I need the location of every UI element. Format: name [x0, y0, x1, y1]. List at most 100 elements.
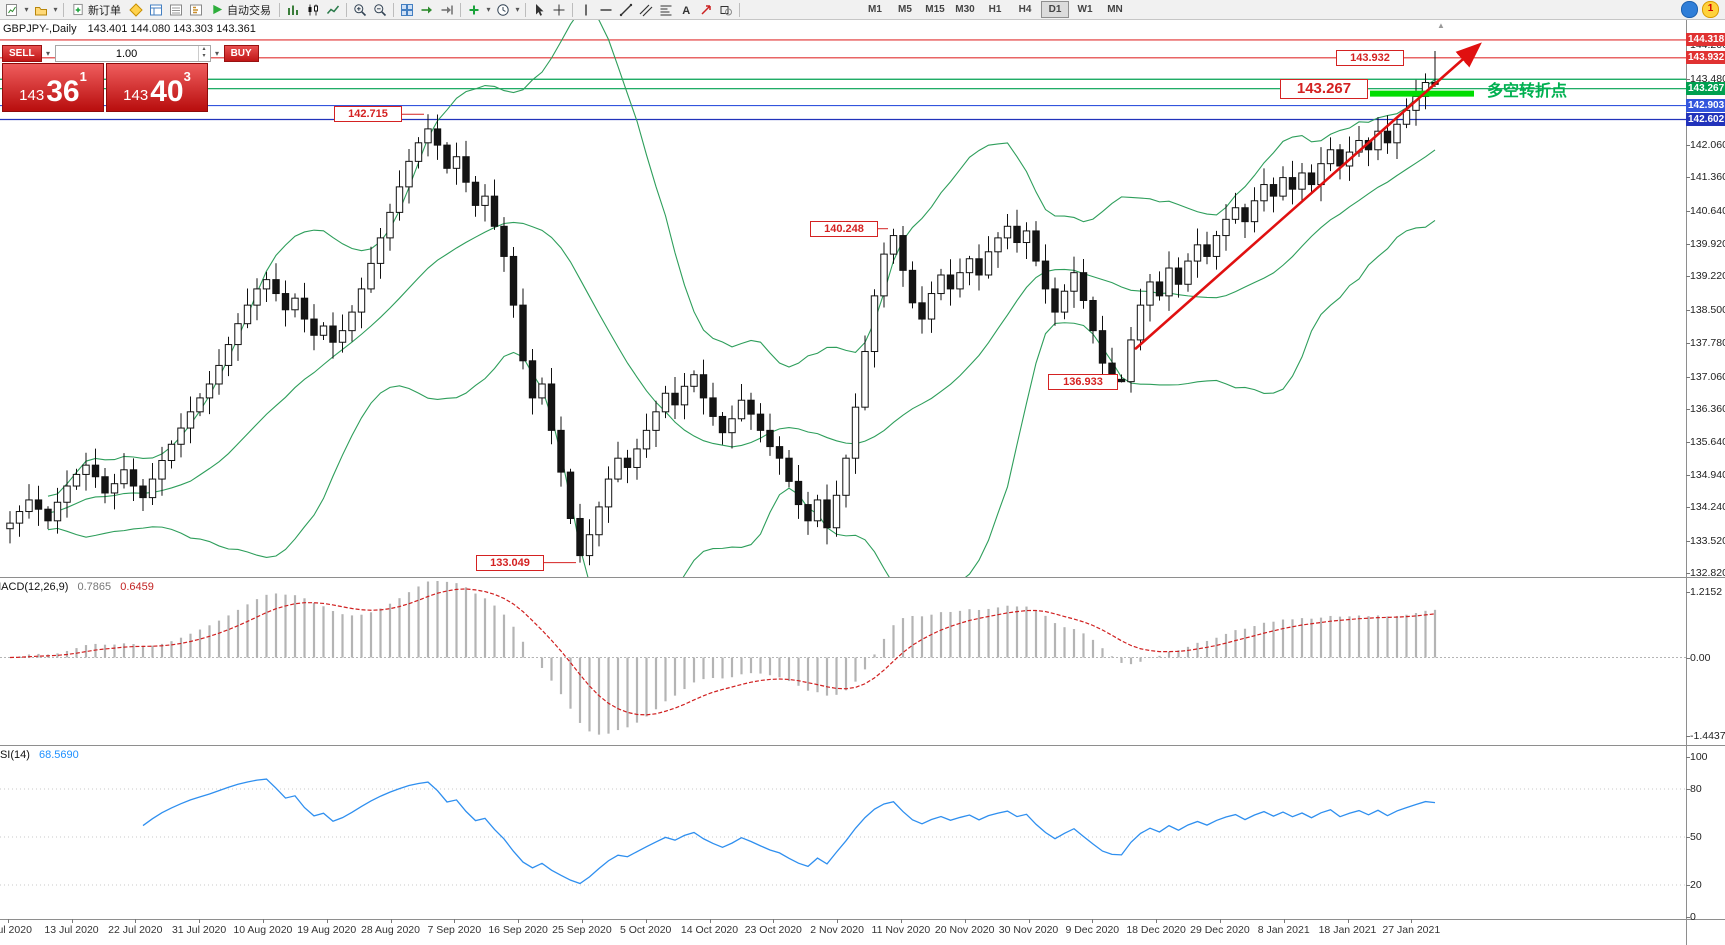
indicators-caret[interactable]: ▾ [486, 5, 491, 14]
new-chart-caret[interactable]: ▾ [24, 5, 29, 14]
auto-trading-label: 自动交易 [227, 4, 271, 17]
candlestick-chart-button[interactable] [303, 2, 323, 18]
timeframe-button-M5[interactable]: M5 [898, 4, 912, 15]
zoom-in-button[interactable] [350, 2, 370, 18]
data-window-button[interactable] [166, 2, 186, 18]
price-axis-tick [1686, 474, 1690, 476]
price-axis-tick [1686, 243, 1690, 245]
macd-pane[interactable] [0, 581, 1686, 735]
indicators-button[interactable] [464, 2, 484, 18]
price-annotation-140.248[interactable]: 140.248 [810, 220, 878, 237]
metaeditor-icon[interactable] [126, 2, 146, 18]
profiles-caret[interactable]: ▾ [53, 5, 58, 14]
navigator-button[interactable] [186, 2, 206, 18]
price-axis-tick [1686, 376, 1690, 378]
horizontal-line-button[interactable] [596, 2, 616, 18]
price-axis-column[interactable] [1686, 20, 1725, 945]
buy-price-button[interactable]: 143 40 3 [106, 63, 208, 112]
timeframe-button-M1[interactable]: M1 [868, 4, 882, 15]
date-label: 10 Aug 2020 [233, 924, 293, 936]
auto-scroll-button[interactable] [417, 2, 437, 18]
zoom-out-button[interactable] [370, 2, 390, 18]
toolbar-separator [572, 2, 573, 17]
timeframe-button-M30[interactable]: M30 [955, 4, 975, 15]
volume-down-button[interactable]: ▾ [202, 53, 206, 59]
rsi-pane-separator[interactable] [0, 745, 1725, 746]
sell-price-button[interactable]: 143 36 1 [2, 63, 104, 112]
buy-options-caret[interactable]: ▾ [215, 49, 220, 58]
timeframe-button-W1[interactable]: W1 [1077, 4, 1093, 15]
rsi-value: 68.5690 [38, 749, 79, 761]
macd-pane-separator[interactable] [0, 577, 1725, 578]
trendline-button[interactable] [616, 2, 636, 18]
price-annotation-142.715[interactable]: 142.715 [334, 106, 402, 123]
bar-chart-button[interactable] [283, 2, 303, 18]
price-axis-tag-142.602: 142.602 [1686, 113, 1725, 127]
bollinger-middle-band [47, 149, 1436, 514]
notification-badge[interactable]: 1 [1702, 1, 1719, 18]
market-watch-button[interactable] [146, 2, 166, 18]
date-tick [645, 919, 647, 923]
macd-name: MACD(12,26,9) [0, 581, 69, 593]
macd-axis-tick [1686, 735, 1690, 737]
vertical-line-button[interactable] [576, 2, 596, 18]
new-chart-button[interactable] [2, 2, 22, 18]
date-label: 23 Oct 2020 [744, 924, 802, 936]
toolbar-separator [346, 2, 347, 17]
arrows-button[interactable] [696, 2, 716, 18]
price-axis-tick [1686, 210, 1690, 212]
timeframe-button-MN[interactable]: MN [1107, 4, 1123, 15]
toolbar-separator [393, 2, 394, 17]
volume-input[interactable] [55, 46, 198, 61]
profiles-icon[interactable] [31, 2, 51, 18]
periods-caret[interactable]: ▾ [515, 5, 520, 14]
pivot-annotation-text[interactable]: 多空转折点 [1487, 83, 1568, 101]
rsi-pane[interactable] [0, 778, 1686, 886]
timeframe-button-D1[interactable]: D1 [1041, 1, 1069, 18]
volume-up-button[interactable]: ▴ [202, 46, 206, 52]
timeframe-button-H4[interactable]: H4 [1018, 4, 1032, 15]
date-label: 18 Jan 2021 [1318, 924, 1377, 936]
buy-label-button[interactable]: BUY [223, 45, 259, 62]
auto-trading-button[interactable]: 自动交易 [206, 2, 276, 18]
price-axis-label: 139.220 [1690, 270, 1725, 283]
price-annotation-143.932[interactable]: 143.932 [1336, 49, 1404, 66]
rsi-name: RSI(14) [0, 749, 30, 761]
date-label: 28 Aug 2020 [361, 924, 420, 936]
date-tick [71, 919, 73, 923]
volume-box: ▴ ▾ [54, 45, 211, 62]
rsi-axis-label: 100 [1690, 751, 1708, 763]
cursor-button[interactable] [529, 2, 549, 18]
main-toolbar: ▾ ▾ 新订单 自动交易 ▾ ▾ A M1 M5 M15 M30 H1 H4 D1 W1 MN … [0, 0, 1725, 20]
price-annotation-143.267[interactable]: 143.267 [1280, 78, 1368, 99]
crosshair-button[interactable] [549, 2, 569, 18]
line-chart-button[interactable] [323, 2, 343, 18]
sell-options-caret[interactable]: ▾ [46, 49, 51, 58]
equidistant-channel-button[interactable] [636, 2, 656, 18]
sell-price-pip: 1 [79, 69, 87, 84]
fibonacci-button[interactable] [656, 2, 676, 18]
shapes-button[interactable] [716, 2, 736, 18]
chart-shift-marker[interactable]: ▲ [1437, 21, 1445, 30]
sell-label-button[interactable]: SELL [2, 45, 42, 62]
axis-separator [1686, 20, 1687, 945]
timeframe-button-H1[interactable]: H1 [988, 4, 1002, 15]
main-price-pane[interactable] [0, 10, 1686, 633]
new-order-button[interactable]: 新订单 [67, 2, 126, 18]
price-annotation-136.933[interactable]: 136.933 [1048, 374, 1118, 391]
sell-price-prefix: 143 [19, 87, 45, 104]
timeframe-button-M15[interactable]: M15 [925, 4, 945, 15]
date-tick [1156, 919, 1158, 923]
tile-windows-button[interactable] [397, 2, 417, 18]
symbol-period-label: GBPJPY-,Daily [3, 23, 77, 35]
price-axis-label: 142.060 [1690, 138, 1725, 151]
price-axis-tick [1686, 409, 1690, 411]
date-label: 29 Dec 2020 [1190, 924, 1250, 936]
price-annotation-133.049[interactable]: 133.049 [476, 554, 544, 571]
price-axis-label: 135.640 [1690, 436, 1725, 449]
mql5-community-icon[interactable] [1681, 1, 1698, 18]
text-label-button[interactable]: A [676, 2, 696, 18]
periods-button[interactable] [493, 2, 513, 18]
chart-shift-button[interactable] [437, 2, 457, 18]
